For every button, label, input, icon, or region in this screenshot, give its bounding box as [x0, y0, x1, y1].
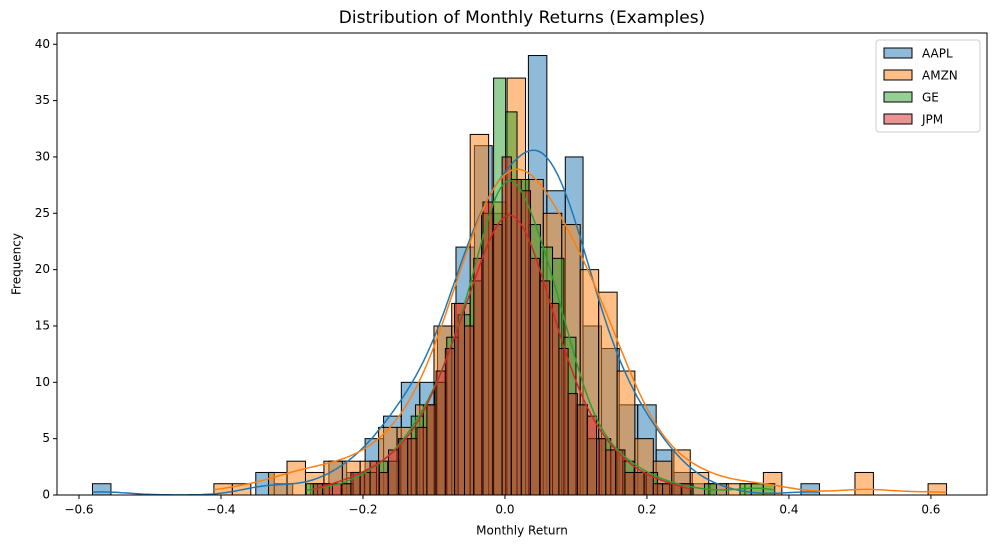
- x-axis-label: Monthly Return: [476, 524, 568, 538]
- histogram-bar: [388, 449, 399, 495]
- x-tick-label: 0.2: [637, 503, 656, 517]
- histogram-bar: [435, 370, 446, 495]
- kde-curve: [92, 149, 820, 495]
- histogram-bar: [596, 438, 607, 495]
- legend-label: AMZN: [922, 69, 958, 83]
- histogram-bar: [854, 471, 874, 495]
- histogram-bar: [633, 471, 645, 495]
- histogram-bar: [444, 348, 456, 495]
- y-tick-label: 20: [35, 262, 50, 276]
- y-tick-label: 0: [42, 488, 50, 502]
- y-tick-label: 25: [35, 206, 50, 220]
- histogram-bar: [558, 348, 569, 495]
- histogram-bar: [407, 438, 418, 495]
- histogram-bar: [378, 471, 390, 495]
- y-axis-label: Frequency: [10, 233, 24, 295]
- histogram-bar: [624, 471, 635, 495]
- histogram-bar: [359, 471, 371, 495]
- x-tick-label: 0.0: [495, 503, 514, 517]
- histogram-bar: [549, 302, 560, 495]
- histogram-bar: [927, 483, 948, 495]
- histogram-bar: [473, 257, 484, 495]
- y-tick-label: 30: [35, 149, 50, 163]
- y-tick-label: 5: [42, 431, 50, 445]
- kde-curve: [313, 214, 692, 490]
- histogram-bar: [463, 325, 475, 495]
- histogram-bar: [605, 449, 617, 495]
- x-tick-label: 0.4: [779, 503, 798, 517]
- histogram-bar: [397, 438, 409, 495]
- histogram-bar: [681, 483, 692, 495]
- legend-swatch: [883, 91, 913, 103]
- y-tick-label: 15: [35, 318, 50, 332]
- plot-area: [91, 55, 948, 495]
- histogram-bar: [492, 224, 503, 495]
- legend-swatch: [883, 69, 913, 81]
- histogram-bar: [539, 280, 551, 495]
- x-tick-label: −0.6: [64, 503, 93, 517]
- legend-swatch: [883, 47, 913, 59]
- legend-label: JPM: [921, 113, 943, 127]
- x-tick-label: 0.6: [921, 503, 940, 517]
- legend-label: AAPL: [922, 47, 953, 61]
- histogram-bar: [341, 483, 352, 495]
- histogram-bar: [416, 426, 428, 495]
- y-tick-label: 35: [35, 93, 50, 107]
- y-tick-label: 10: [35, 375, 50, 389]
- kde-curve: [213, 168, 947, 494]
- histogram-bar: [567, 393, 578, 495]
- y-tick-label: 40: [35, 37, 50, 51]
- series-layer: [91, 55, 948, 495]
- histogram-bar: [510, 178, 522, 495]
- histogram-bar: [91, 483, 112, 495]
- legend-box: [875, 39, 981, 133]
- histogram-bar: [520, 190, 532, 495]
- histogram-bar: [576, 404, 588, 495]
- histogram-bar: [426, 404, 437, 495]
- histogram-bar: [652, 483, 664, 495]
- histogram-bar: [286, 460, 306, 495]
- histogram-bar: [586, 415, 598, 495]
- histogram-bar: [501, 156, 512, 495]
- chart-title: Distribution of Monthly Returns (Example…: [339, 8, 705, 28]
- legend-label: GE: [922, 91, 939, 105]
- x-tick-label: −0.4: [206, 503, 235, 517]
- legend-swatch: [883, 113, 913, 125]
- axes-frame: [56, 32, 988, 496]
- histogram-bar: [530, 257, 541, 495]
- histogram-bar: [662, 483, 673, 495]
- histogram-bar: [615, 449, 626, 495]
- x-tick-label: −0.2: [348, 503, 377, 517]
